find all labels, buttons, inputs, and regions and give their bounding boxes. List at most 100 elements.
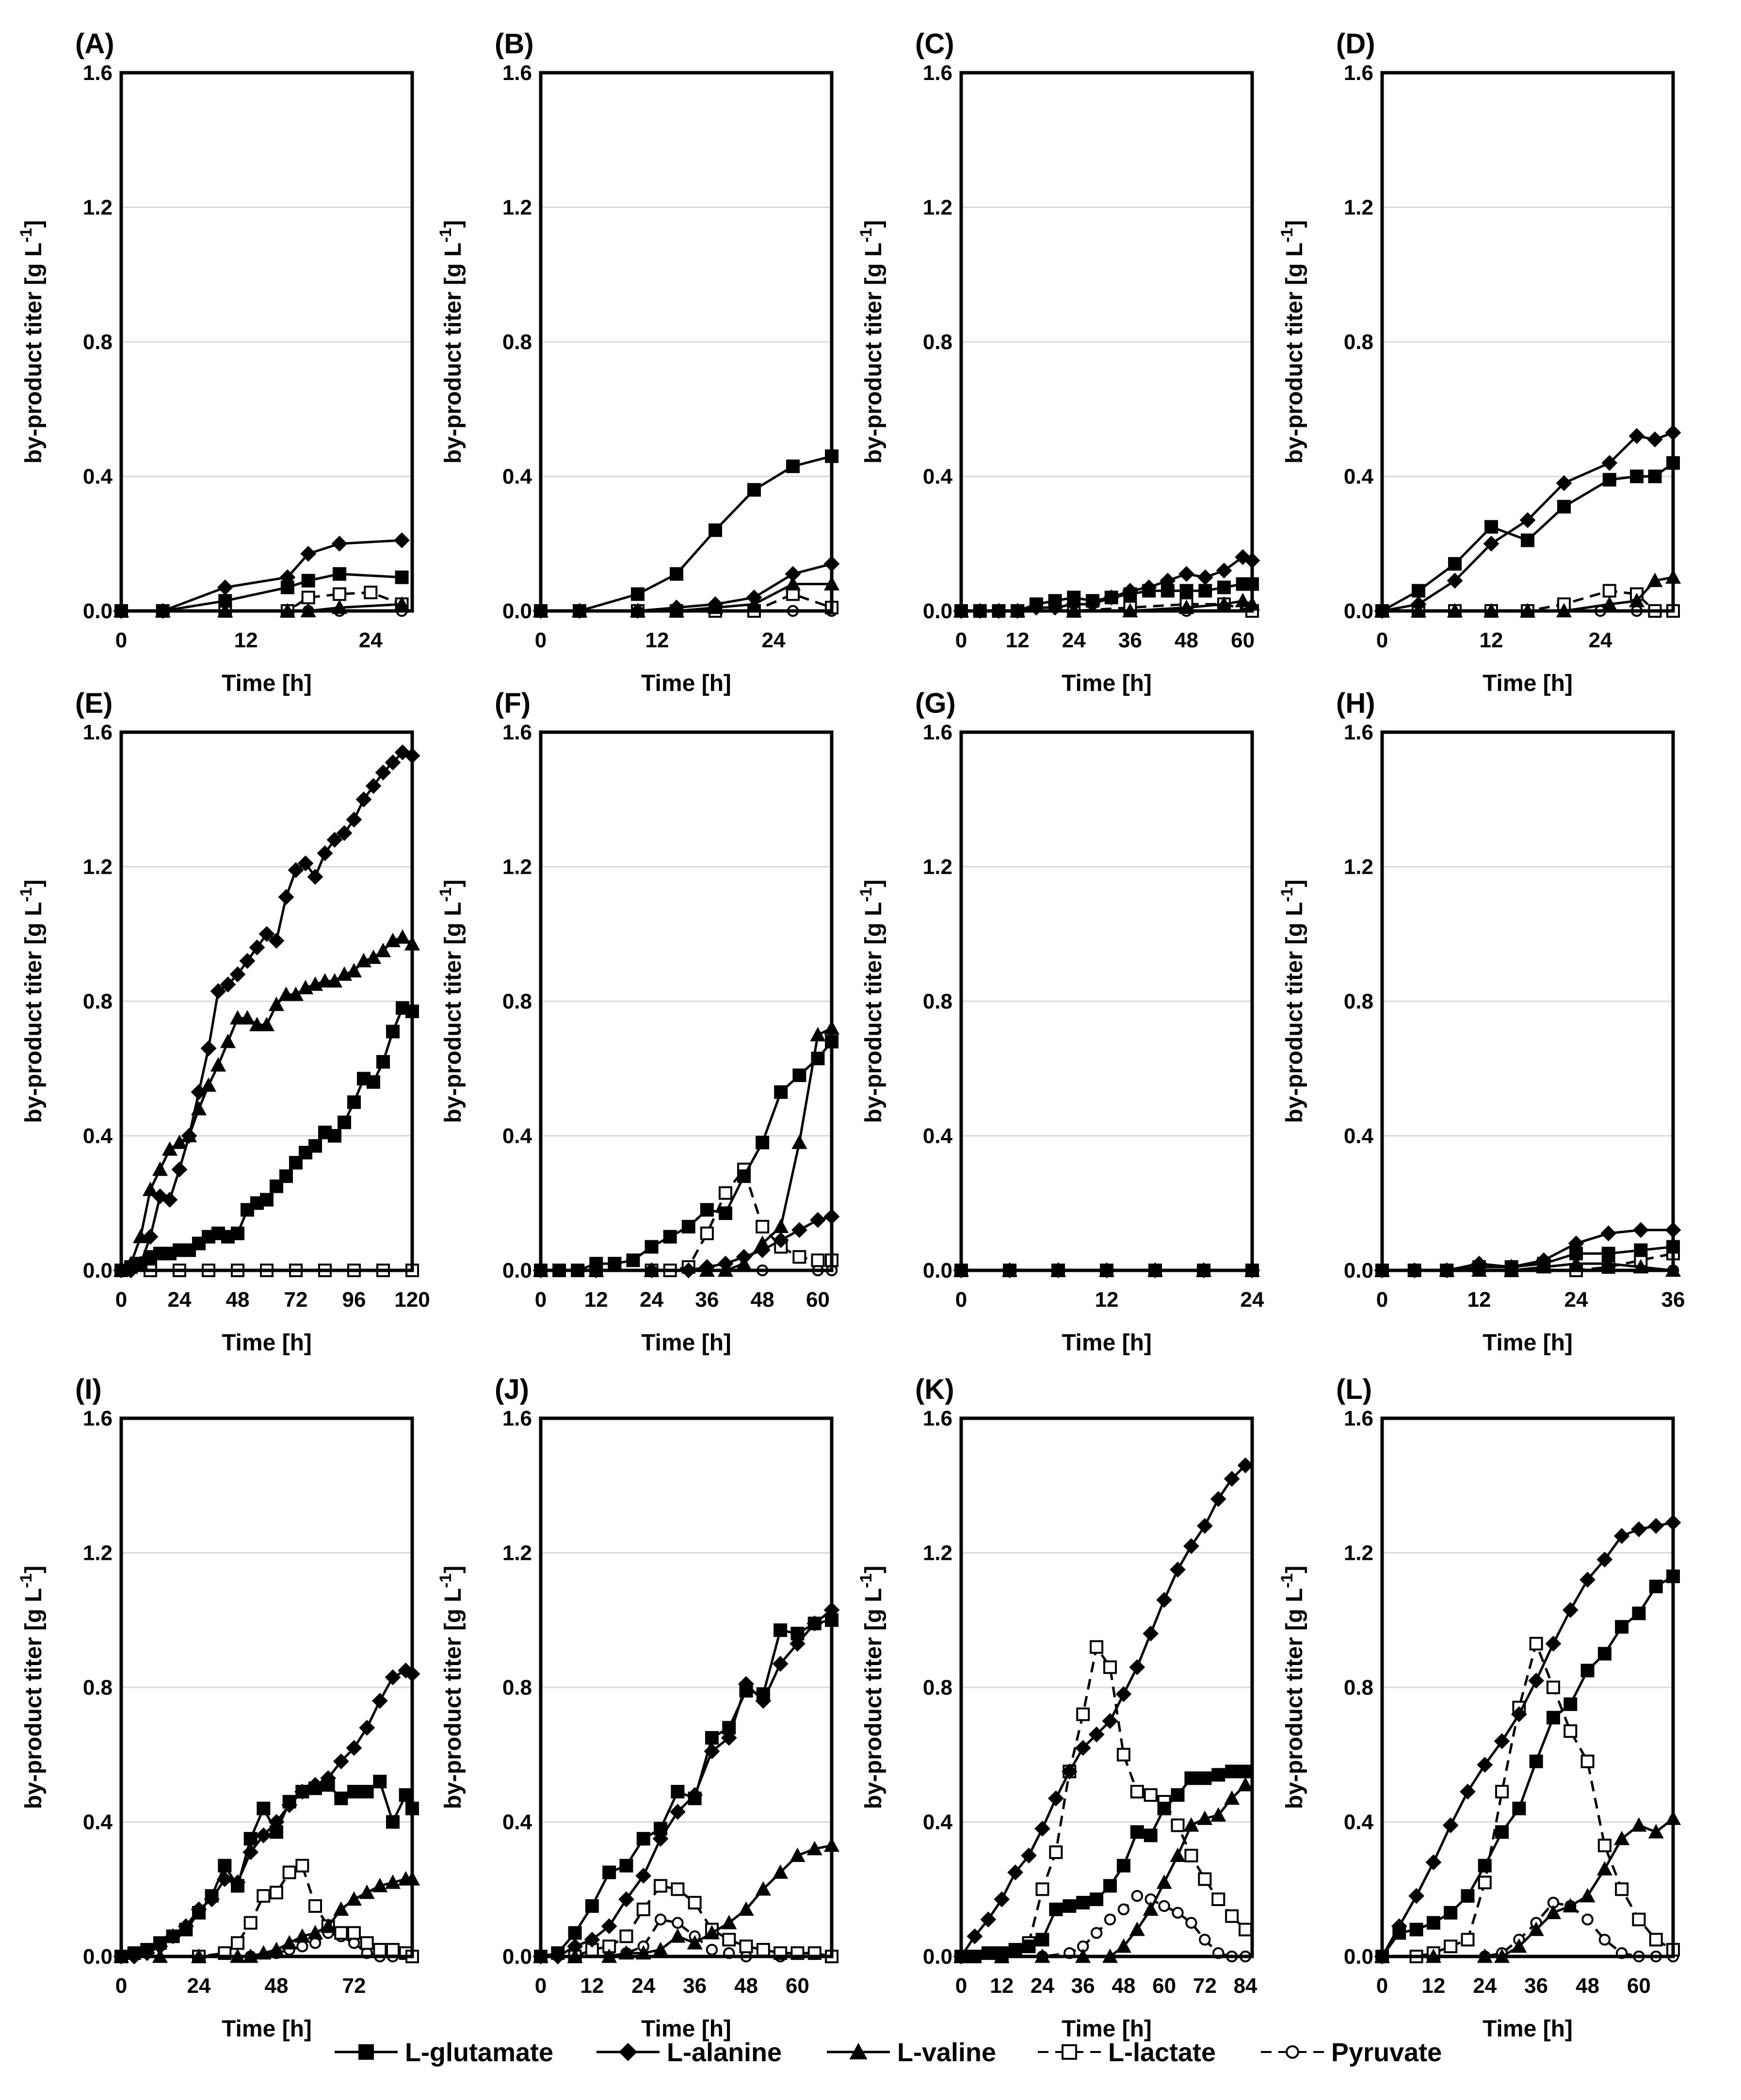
l-alanine-point (738, 1676, 754, 1692)
x-tick-label: 72 (342, 1974, 366, 1998)
l-glutamate-point (1198, 1771, 1212, 1785)
x-tick-label: 48 (1175, 628, 1198, 652)
l-glutamate-point (709, 523, 722, 537)
x-tick-label: 0 (1376, 1974, 1388, 1998)
l-glutamate-point (1512, 1801, 1526, 1815)
l-valine-point (268, 1941, 285, 1956)
l-glutamate-point (1461, 1889, 1475, 1903)
y-tick-label: 1.2 (83, 196, 113, 220)
y-tick-label: 0.8 (502, 990, 532, 1013)
y-axis-title: by-product titer [g L-1] (857, 880, 887, 1123)
legend-item-l-valine: L-valine (827, 2038, 996, 2067)
l-alanine-point (297, 855, 314, 871)
l-lactate-point (347, 1926, 361, 1940)
x-tick-label: 36 (1661, 1288, 1685, 1312)
l-alanine-point (171, 1161, 188, 1178)
series-l-glutamate (534, 1613, 838, 1963)
plot-frame (1380, 71, 1675, 613)
l-alanine-point (320, 1770, 337, 1786)
x-tick-label: 0 (115, 1974, 127, 1998)
l-glutamate-point (1521, 533, 1534, 547)
y-tick-label: 0.0 (1344, 599, 1373, 623)
legend-marker-l-glutamate (358, 2044, 374, 2060)
pyruvate-line (961, 1894, 1245, 1958)
l-alanine-point (773, 1232, 789, 1248)
x-tick-label: 0 (955, 1974, 967, 1998)
x-tick-label: 24 (762, 628, 786, 652)
l-lactate-point (257, 1889, 271, 1903)
l-glutamate-point (1198, 584, 1212, 598)
x-axis-title: Time [h] (222, 1330, 312, 1356)
l-valine-point (670, 1928, 686, 1943)
panel-j: 0.0 0.4 0.8 1.2 1.6 0 12 24 36 48 60 (J) by-product … (436, 1374, 840, 2042)
l-alanine-point (652, 1830, 669, 1847)
panel-k: 0.0 0.4 0.8 1.2 1.6 0 12 24 36 48 60 72 84 (K) by-prod… (857, 1374, 1257, 2042)
l-valine-point (346, 963, 362, 978)
l-valine-point (268, 996, 285, 1011)
x-tick-label: 0 (115, 628, 127, 652)
series-l-alanine (1374, 1514, 1681, 1965)
x-axis-title: Time [h] (1062, 671, 1152, 696)
l-lactate-point (1461, 1933, 1475, 1947)
x-axis-title: Time [h] (641, 2016, 731, 2042)
y-axis-title: by-product titer [g L-1] (17, 880, 47, 1123)
l-alanine-point (307, 868, 323, 885)
y-tick-label: 0.8 (923, 1676, 952, 1699)
l-lactate-point (1198, 1872, 1212, 1886)
l-glutamate-point (1008, 1943, 1022, 1957)
x-tick-label: 24 (359, 628, 383, 652)
l-valine-point (307, 1924, 323, 1940)
y-tick-label: 1.2 (923, 1541, 952, 1565)
x-tick-label: 36 (1118, 628, 1142, 652)
l-lactate-point (1495, 1785, 1509, 1799)
x-tick-label: 36 (1071, 1974, 1095, 1998)
l-alanine-line (541, 1609, 833, 1958)
x-tick-label: 36 (683, 1974, 707, 1998)
l-glutamate-point (1090, 1892, 1104, 1907)
l-glutamate-point (705, 1731, 719, 1745)
l-glutamate-point (260, 1193, 274, 1207)
legend-item-l-glutamate: L-glutamate (335, 2038, 553, 2067)
legend-item-l-lactate: L-lactate (1038, 2038, 1216, 2067)
l-lactate-line (541, 1884, 832, 1958)
x-tick-label: 36 (695, 1288, 719, 1312)
l-valine-point (791, 1134, 807, 1149)
l-glutamate-point (279, 1169, 293, 1183)
x-tick-label: 12 (645, 628, 669, 652)
y-tick-label: 1.6 (1344, 61, 1373, 85)
x-axis-title: Time [h] (1483, 671, 1573, 696)
pyruvate-point (654, 1913, 667, 1925)
l-alanine-point (980, 1911, 997, 1928)
x-tick-label: 24 (168, 1288, 192, 1312)
series-l-alanine (953, 1457, 1254, 1965)
l-valine-point (375, 943, 391, 958)
l-glutamate-point (1597, 1647, 1612, 1661)
plot-frame (119, 71, 414, 613)
series-l-alanine (113, 744, 420, 1279)
l-alanine-point (1647, 431, 1663, 448)
y-axis-title: by-product titer [g L-1] (1278, 1566, 1307, 1809)
l-glutamate-point (308, 1139, 322, 1153)
series-l-glutamate (114, 1775, 419, 1963)
l-glutamate-point (756, 1136, 770, 1150)
l-alanine-point (1562, 1602, 1579, 1618)
l-valine-point (1528, 1921, 1544, 1936)
l-glutamate-line (121, 1006, 413, 1272)
l-lactate-point (1597, 1839, 1612, 1853)
l-alanine-point (1556, 475, 1572, 491)
y-tick-label: 1.2 (1344, 196, 1373, 220)
l-alanine-point (152, 1938, 168, 1955)
l-valine-point (1614, 1830, 1630, 1845)
y-tick-label: 0.8 (1344, 330, 1373, 354)
l-alanine-point (371, 1693, 388, 1709)
l-valine-point (210, 1057, 226, 1072)
l-alanine-point (1143, 1625, 1159, 1642)
l-valine-point (1237, 1777, 1254, 1792)
l-lactate-point (1649, 1933, 1663, 1947)
l-glutamate-point (367, 1075, 380, 1089)
l-lactate-point (718, 1186, 732, 1200)
l-lactate-point (295, 1859, 309, 1873)
x-tick-label: 0 (955, 1288, 967, 1312)
y-axis-title: by-product titer [g L-1] (857, 1566, 887, 1809)
